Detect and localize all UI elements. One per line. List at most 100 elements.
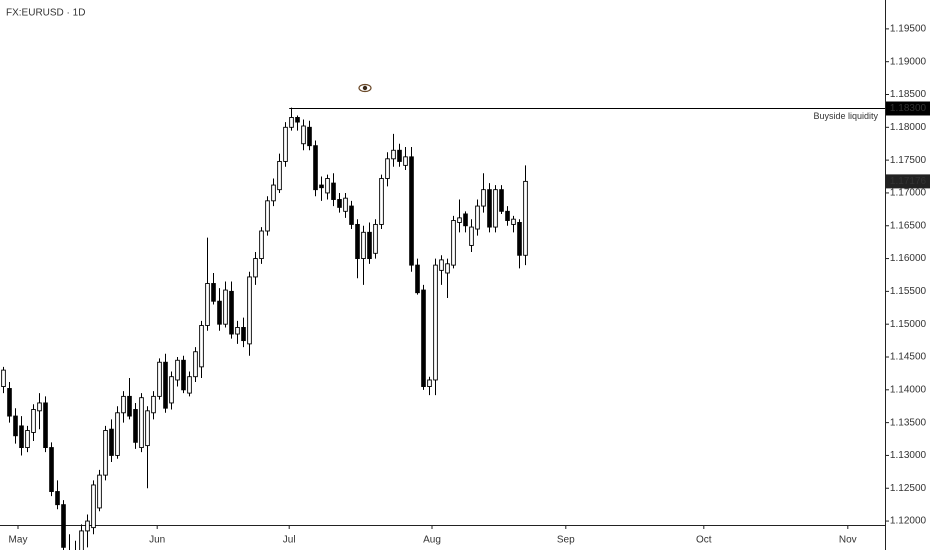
candle-body xyxy=(457,217,462,223)
x-tick-label: Jun xyxy=(149,535,165,546)
x-tick-label: Oct xyxy=(696,535,712,546)
y-tick-label: 1.14500 xyxy=(890,352,927,363)
candle-body xyxy=(511,218,516,225)
last-price-box xyxy=(886,174,930,189)
candle-body xyxy=(169,376,174,404)
candle-body xyxy=(253,258,258,278)
candle-body xyxy=(517,222,522,256)
x-tick-label: Aug xyxy=(423,535,441,546)
candle-body xyxy=(49,447,54,492)
y-tick-label: 1.12000 xyxy=(890,516,927,527)
candle-body xyxy=(379,178,384,225)
candle-body xyxy=(427,379,432,387)
candle-body xyxy=(91,484,96,529)
candle-body xyxy=(439,259,444,271)
candle-body xyxy=(109,428,114,456)
y-tick-label: 1.18000 xyxy=(890,122,927,133)
y-tick-label: 1.15000 xyxy=(890,319,927,330)
candle-body xyxy=(451,220,456,266)
y-tick-label: 1.18500 xyxy=(890,89,927,100)
x-tick-label: Nov xyxy=(839,535,857,546)
candle-body xyxy=(445,263,450,274)
candle-body xyxy=(205,283,210,326)
y-tick-label: 1.12500 xyxy=(890,483,927,494)
candle-body xyxy=(217,300,222,325)
level-annotation: Buyside liquidity xyxy=(813,111,878,121)
candle-body xyxy=(421,289,426,387)
candle-body xyxy=(85,520,90,532)
candle-body xyxy=(367,231,372,260)
candle-body xyxy=(283,126,288,162)
candle-body xyxy=(103,430,108,476)
price-label: 1.18300 xyxy=(890,103,927,114)
candle-body xyxy=(157,361,162,397)
candle-body xyxy=(271,184,276,202)
y-tick-label: 1.19500 xyxy=(890,24,927,35)
candle-body xyxy=(163,361,168,409)
candle-body xyxy=(55,491,60,506)
candle-body xyxy=(349,205,354,225)
candle-body xyxy=(343,197,348,212)
x-tick-label: Sep xyxy=(557,535,575,546)
candle-body xyxy=(259,230,264,260)
candle-body xyxy=(61,504,66,548)
candle-body xyxy=(31,409,36,433)
candle-body xyxy=(493,189,498,228)
y-tick-label: 1.16500 xyxy=(890,220,927,231)
candle-body xyxy=(115,412,120,456)
y-tick-label: 1.13500 xyxy=(890,417,927,428)
candle-body xyxy=(235,327,240,335)
chart-title: FX:EURUSD · 1D xyxy=(6,8,85,19)
candle-body xyxy=(175,359,180,381)
candle-body xyxy=(19,425,24,449)
candle-body xyxy=(193,351,198,378)
candle-body xyxy=(133,409,138,443)
candle-body xyxy=(187,376,192,394)
candle-body xyxy=(211,283,216,302)
candle-body xyxy=(433,264,438,381)
candle-body xyxy=(397,149,402,162)
y-tick-label: 1.14000 xyxy=(890,384,927,395)
candle-body xyxy=(241,327,246,342)
candle-body xyxy=(295,117,300,123)
candle-body xyxy=(361,231,366,260)
candle-body xyxy=(127,395,132,417)
candle-body xyxy=(505,210,510,221)
candle-body xyxy=(43,402,48,449)
candle-body xyxy=(475,205,480,230)
y-tick-label: 1.16000 xyxy=(890,253,927,264)
candle-body xyxy=(229,290,234,335)
candle-body xyxy=(481,189,486,207)
candle-body xyxy=(469,226,474,246)
y-tick-label: 1.13000 xyxy=(890,450,927,461)
candle-body xyxy=(79,530,84,550)
candle-body xyxy=(523,180,528,256)
x-tick-label: Jul xyxy=(283,535,296,546)
candle-body xyxy=(247,276,252,345)
candle-body xyxy=(277,160,282,191)
candle-body xyxy=(181,359,186,391)
candle-body xyxy=(373,223,378,254)
candle-body xyxy=(7,388,12,417)
price-label-box xyxy=(886,101,930,116)
candle-body xyxy=(319,184,324,189)
candle-body xyxy=(415,264,420,294)
candle-body xyxy=(139,397,144,449)
candle-body xyxy=(463,213,468,227)
candle-body xyxy=(265,200,270,232)
y-tick-label: 1.17500 xyxy=(890,155,927,166)
eye-icon xyxy=(358,83,372,93)
candle-body xyxy=(223,289,228,325)
candle-body xyxy=(151,395,156,414)
candle-body xyxy=(499,189,504,212)
y-tick-label: 1.19000 xyxy=(890,56,927,67)
x-tick-label: May xyxy=(9,535,28,546)
candle-body xyxy=(199,325,204,368)
candle-body xyxy=(391,149,396,160)
candle-body xyxy=(13,415,18,437)
candle-body xyxy=(331,182,336,200)
candle-body xyxy=(1,369,6,387)
y-tick-label: 1.15500 xyxy=(890,286,927,297)
